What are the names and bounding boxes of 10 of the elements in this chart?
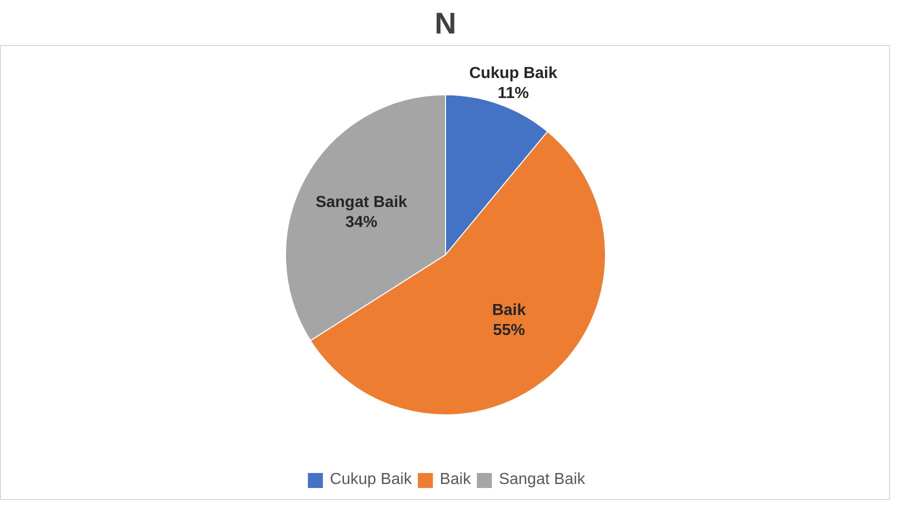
legend-label: Baik [440,471,471,489]
data-label: 34% [345,214,378,232]
chart-title: N [434,8,456,40]
legend-label: Cukup Baik [330,471,412,489]
data-label: 55% [492,322,526,339]
slice-label: Baik [492,302,526,319]
legend-label: Sangat Baik [498,471,586,489]
data-label: 11% [498,85,529,102]
slice-label: Cukup Baik [469,65,558,82]
slice-label: Sangat Baik [316,194,408,212]
